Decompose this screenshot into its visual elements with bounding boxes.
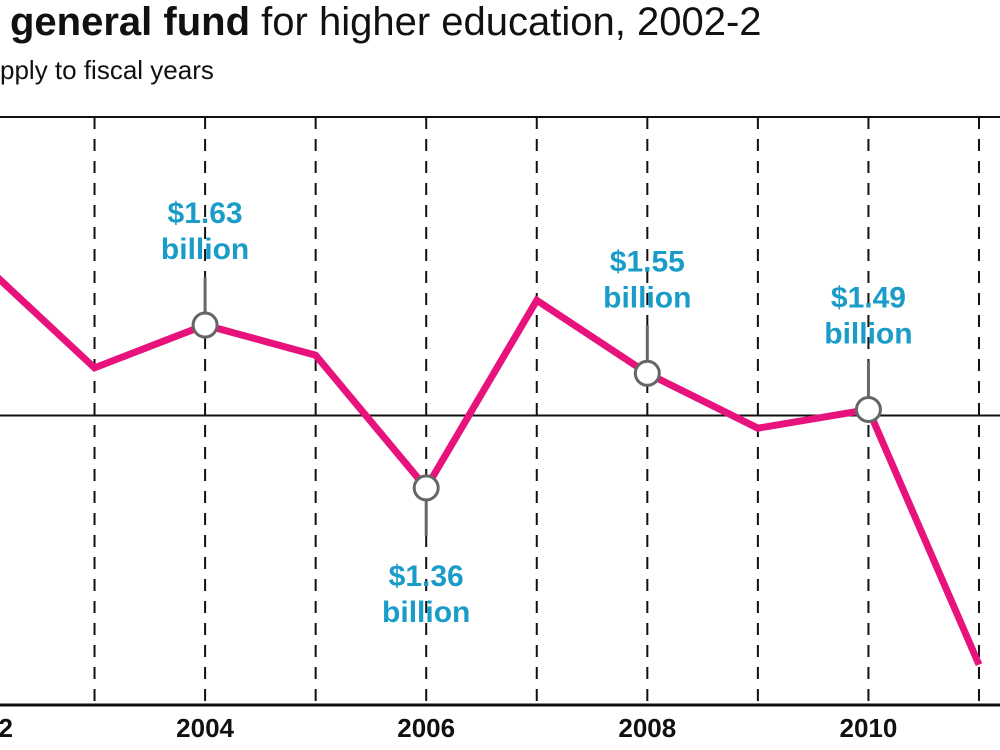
value-label-line: billion [382, 596, 470, 629]
value-label: $1.49 billion [824, 281, 912, 350]
x-tick-label: 2002 [0, 713, 13, 743]
value-label-line: $1.49 [831, 281, 906, 314]
x-tick-label: 2010 [840, 713, 898, 743]
value-label: $1.36 billion [382, 560, 470, 629]
x-tick-label: 2008 [618, 713, 676, 743]
data-point [191, 311, 219, 339]
title-bold: general fund [10, 0, 250, 44]
value-label-line: billion [603, 281, 691, 314]
title-rest: for higher education, 2002-2 [261, 0, 761, 44]
x-tick-label: 2004 [176, 713, 234, 743]
chart-title: general fund for higher education, 2002-… [10, 0, 762, 44]
data-point [412, 474, 440, 502]
value-label-line: $1.63 [168, 197, 243, 230]
value-label: $1.55 billion [603, 245, 691, 314]
value-label-line: $1.36 [389, 560, 464, 593]
value-label-line: billion [824, 317, 912, 350]
data-line [0, 274, 983, 666]
x-tick-label: 2006 [397, 713, 455, 743]
value-label: $1.63 billion [161, 197, 249, 266]
value-label-line: $1.55 [610, 245, 685, 278]
plot: 20022004200620082010$1.63billion$1.36bil… [0, 116, 1000, 743]
data-point [633, 359, 661, 387]
subtitle: pply to fiscal years [0, 55, 214, 85]
value-label-line: billion [161, 233, 249, 266]
data-point [854, 395, 882, 423]
